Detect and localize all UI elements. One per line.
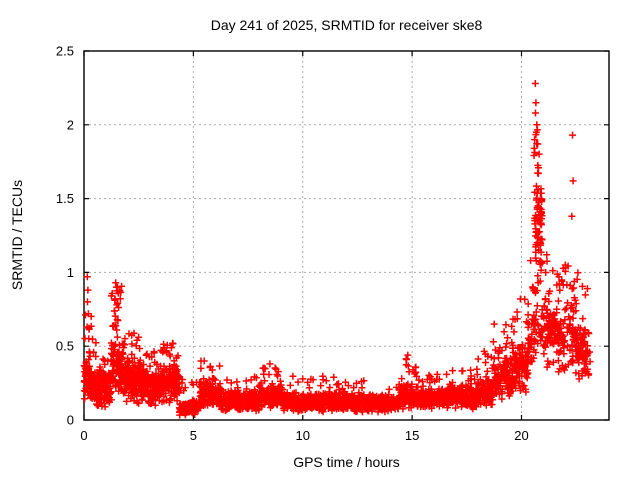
x-tick-label: 5	[190, 428, 197, 443]
chart-title: Day 241 of 2025, SRMTID for receiver ske…	[210, 17, 483, 33]
data-points	[80, 80, 594, 419]
y-tick-label: 1.5	[56, 191, 74, 206]
y-tick-label: 1	[67, 265, 74, 280]
y-tick-label: 0.5	[56, 339, 74, 354]
x-tick-label: 10	[296, 428, 310, 443]
x-tick-label: 20	[514, 428, 528, 443]
y-tick-label: 0	[67, 413, 74, 428]
y-tick-label: 2.5	[56, 44, 74, 59]
y-tick-label: 2	[67, 117, 74, 132]
x-tick-label: 0	[80, 428, 87, 443]
y-axis-label-text: SRMTID / TECUs	[9, 179, 25, 291]
plot-border	[83, 50, 610, 421]
axis-ticks	[83, 50, 609, 421]
x-tick-label: 15	[405, 428, 419, 443]
x-axis-label: GPS time / hours	[293, 454, 400, 470]
